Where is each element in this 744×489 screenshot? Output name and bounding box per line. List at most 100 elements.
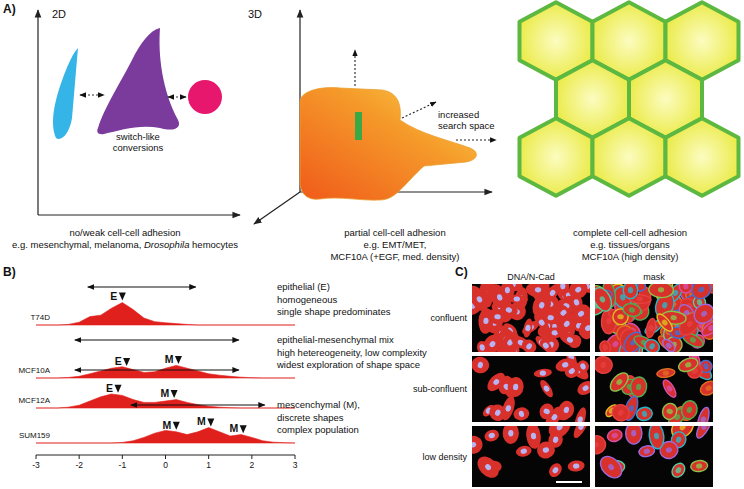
cell-hexagon [666, 118, 739, 195]
peak-label: M [197, 415, 206, 427]
panel-label: C) [455, 265, 468, 279]
cell-hexagon [520, 118, 593, 195]
nucleus-mask [599, 295, 607, 303]
nucleus-mask [607, 463, 615, 471]
cell-body [538, 337, 554, 352]
peak-marker [123, 358, 130, 366]
nucleus [551, 466, 559, 474]
nucleus [488, 432, 496, 439]
figure: A)2Dswitch-likeconversionsno/weak cell-c… [0, 0, 744, 489]
peak-marker [175, 356, 182, 364]
nucleus [476, 295, 484, 303]
density-ridge [36, 365, 295, 378]
cell-mask [642, 337, 662, 352]
row-label: sub-confluent [413, 384, 468, 394]
plot-area [36, 303, 295, 443]
peak-marker [207, 418, 214, 426]
cell-body [515, 444, 533, 458]
caption: e.g. mesenchymal, melanoma, Drosophila h… [12, 239, 238, 250]
nucleus [525, 324, 531, 331]
nucleus [577, 310, 585, 318]
nucleus [494, 314, 501, 320]
cell-body [507, 376, 525, 398]
nucleus [479, 344, 485, 351]
cell-body [525, 426, 542, 450]
nucleus [492, 378, 500, 386]
nucleus [552, 436, 559, 444]
cell-body [472, 356, 491, 375]
cell-mask [679, 284, 693, 294]
cell-body [571, 426, 590, 440]
nucleus-mask [595, 441, 600, 448]
nucleus-mask [628, 287, 633, 294]
nucleus-mask [675, 436, 682, 444]
x-tick-label: 1 [206, 460, 211, 470]
x-tick-label: -1 [119, 460, 127, 470]
cell-mask [694, 426, 713, 440]
row-label: confluent [430, 313, 467, 323]
cell-shape [97, 28, 179, 134]
nucleus [505, 287, 510, 294]
nucleus-mask [702, 362, 709, 370]
caption: e.g. tissues/organs [590, 239, 670, 250]
scale-bar [556, 481, 582, 483]
density-ridge [36, 303, 295, 325]
annotation: discrete shapes [277, 412, 344, 423]
cell-hexagon [593, 118, 666, 195]
nucleus-mask [636, 296, 643, 302]
axis [38, 214, 240, 215]
x-tick-label: 3 [293, 460, 298, 470]
conversion-arrow [168, 96, 186, 97]
nucleus [513, 296, 520, 302]
caption: no/weak cell-cell adhesion [70, 227, 181, 238]
nucleus-mask [661, 319, 669, 327]
cell-mask [645, 318, 657, 339]
cell-shape [53, 48, 78, 139]
panel-label: B) [3, 265, 16, 279]
caption: partial cell-cell adhesion [344, 227, 445, 238]
micrograph [595, 426, 713, 487]
column-header: mask [643, 272, 665, 282]
peak-marker [115, 385, 122, 393]
annotation: complex population [277, 424, 359, 435]
cell-body [513, 406, 531, 421]
cell-mask [656, 368, 675, 379]
peak-label: M [229, 422, 238, 434]
peak-label: E [110, 290, 117, 302]
cell-mask [606, 428, 624, 444]
annotation: high hetereogeneity, low complexity [277, 347, 427, 358]
micrograph [595, 356, 713, 422]
shape-space-range [75, 339, 239, 340]
nucleus [581, 384, 589, 392]
note: search space [438, 120, 495, 131]
cell-body [546, 461, 564, 480]
nucleus [483, 318, 489, 325]
cell-body [499, 302, 519, 318]
nucleus [563, 320, 571, 328]
nucleus [531, 433, 537, 440]
cell-body [472, 433, 485, 456]
nucleus-mask [602, 344, 608, 351]
axis-label: 2D [52, 8, 66, 20]
note: conversions [113, 142, 164, 153]
micrograph [472, 284, 590, 352]
nucleus [520, 448, 527, 454]
nucleus [555, 426, 563, 431]
nucleus-mask [678, 426, 686, 431]
annotation: widest exploration of shape space [276, 359, 420, 370]
nucleus [574, 286, 582, 294]
nucleus-mask [606, 318, 612, 325]
cell-mask [599, 340, 611, 352]
nucleus [535, 287, 542, 293]
nucleus-mask [686, 406, 693, 414]
nucleus [547, 315, 554, 321]
peak-label: M [163, 419, 172, 431]
adhesion-site [355, 112, 362, 140]
peak-label: E [115, 355, 122, 367]
caption-part: hemocytes [189, 239, 238, 250]
peak-label: E [106, 382, 113, 394]
series-label: MCF10A [18, 366, 50, 375]
caption: MCF10A (high density) [582, 251, 679, 262]
series-label: SUM159 [19, 431, 51, 440]
peak-label: M [165, 353, 174, 365]
